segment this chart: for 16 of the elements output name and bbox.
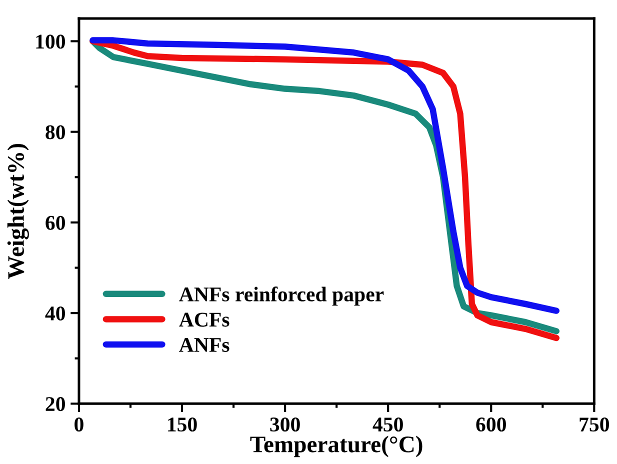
legend-label: ANFs [179,338,230,352]
y-tick-label: 80 [46,125,65,140]
x-tick-label: 0 [74,417,84,432]
y-tick-label: 60 [46,216,65,230]
y-tick-label: 100 [36,34,65,49]
x-tick-label: 150 [168,417,197,432]
y-tick-label: 40 [45,306,65,320]
x-tick-label: 300 [270,417,300,432]
x-tick-label: 450 [372,417,403,432]
x-tick-label: 600 [476,417,506,432]
x-tick-label: 750 [580,417,609,432]
x-axis-title: Temperature(°C) [250,436,422,458]
legend-label: ANFs reinforced paper [179,286,384,306]
y-tick-label: 20 [46,397,65,412]
y-axis-title: Weight(wt%) [7,144,29,279]
legend-label: ACFs [179,312,230,327]
